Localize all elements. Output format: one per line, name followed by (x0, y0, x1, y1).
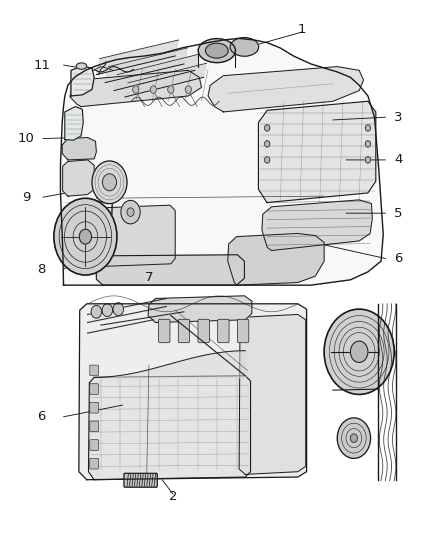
Text: 3: 3 (394, 111, 403, 124)
Circle shape (92, 161, 127, 204)
Text: 8: 8 (37, 263, 46, 276)
Text: 6: 6 (37, 410, 46, 423)
Circle shape (350, 434, 357, 442)
FancyBboxPatch shape (198, 319, 209, 343)
Circle shape (133, 86, 139, 93)
Polygon shape (228, 233, 324, 285)
FancyBboxPatch shape (90, 384, 99, 394)
Polygon shape (114, 54, 198, 91)
Polygon shape (71, 66, 94, 96)
Ellipse shape (198, 39, 236, 63)
Circle shape (365, 125, 371, 131)
Circle shape (54, 198, 117, 275)
Text: 7: 7 (145, 271, 153, 284)
Polygon shape (88, 376, 251, 480)
Polygon shape (105, 48, 187, 83)
Circle shape (91, 305, 102, 318)
Text: 5: 5 (394, 207, 403, 220)
Circle shape (265, 157, 270, 163)
Polygon shape (96, 40, 179, 75)
Ellipse shape (205, 43, 228, 58)
Text: 11: 11 (33, 59, 50, 71)
Text: 2: 2 (169, 490, 177, 503)
FancyBboxPatch shape (159, 319, 170, 343)
Circle shape (350, 341, 368, 362)
Circle shape (365, 141, 371, 147)
Circle shape (265, 125, 270, 131)
Text: 1: 1 (298, 23, 307, 36)
FancyBboxPatch shape (90, 402, 99, 413)
Text: 9: 9 (22, 191, 31, 204)
Ellipse shape (76, 63, 87, 69)
Circle shape (150, 86, 156, 93)
Circle shape (168, 86, 174, 93)
FancyBboxPatch shape (178, 319, 190, 343)
Ellipse shape (230, 37, 258, 56)
Circle shape (337, 418, 371, 458)
Polygon shape (63, 160, 94, 196)
Circle shape (127, 208, 134, 216)
Polygon shape (239, 314, 306, 474)
FancyBboxPatch shape (90, 421, 99, 432)
Polygon shape (60, 38, 383, 285)
Circle shape (113, 303, 124, 316)
Polygon shape (79, 304, 307, 480)
Polygon shape (62, 138, 96, 160)
Polygon shape (125, 63, 207, 97)
Circle shape (121, 200, 140, 224)
Circle shape (79, 229, 92, 244)
FancyBboxPatch shape (218, 319, 229, 343)
Circle shape (185, 86, 191, 93)
Text: 10: 10 (18, 132, 35, 145)
Polygon shape (65, 107, 83, 140)
Circle shape (324, 309, 394, 394)
Polygon shape (70, 70, 201, 107)
Text: 4: 4 (394, 154, 403, 166)
Polygon shape (148, 296, 252, 322)
FancyBboxPatch shape (90, 365, 99, 376)
Text: 6: 6 (394, 252, 403, 265)
Circle shape (265, 141, 270, 147)
Polygon shape (95, 205, 175, 266)
Polygon shape (208, 67, 364, 112)
Circle shape (365, 157, 371, 163)
Polygon shape (262, 200, 372, 251)
FancyBboxPatch shape (90, 440, 99, 450)
FancyBboxPatch shape (90, 458, 99, 469)
Polygon shape (258, 101, 376, 203)
FancyBboxPatch shape (237, 319, 249, 343)
FancyBboxPatch shape (124, 473, 157, 487)
Circle shape (102, 174, 117, 191)
Circle shape (102, 304, 113, 317)
Polygon shape (96, 255, 244, 285)
